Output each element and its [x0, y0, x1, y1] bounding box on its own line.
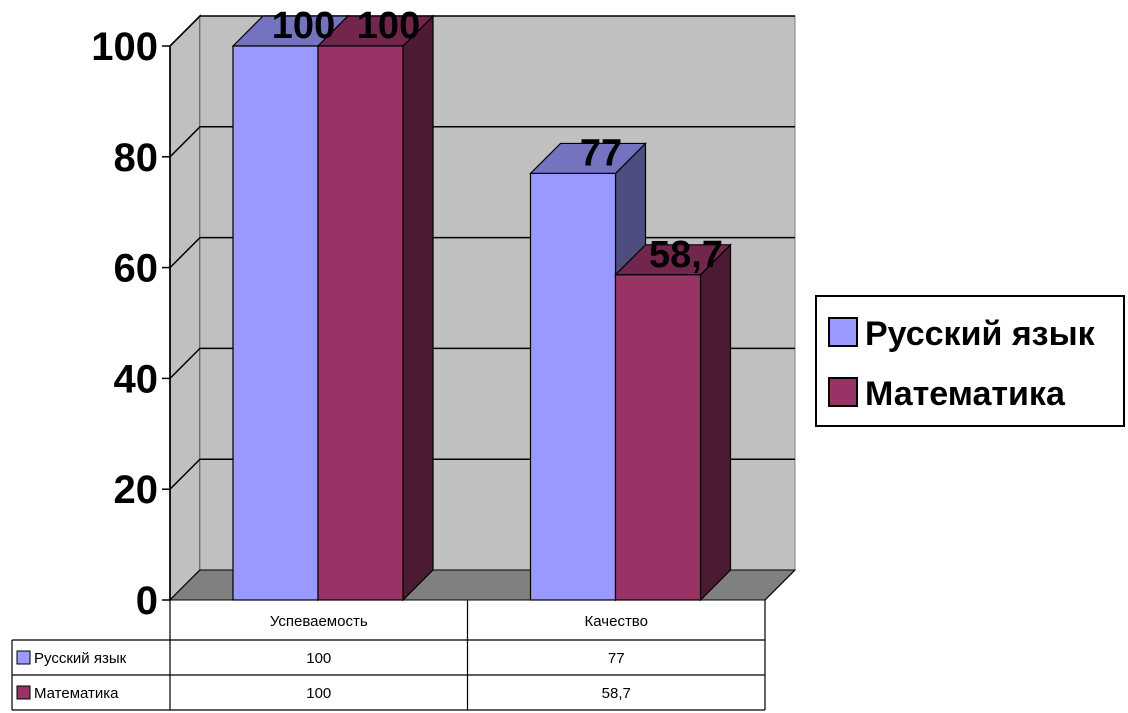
table-cell: 58,7 — [602, 685, 631, 702]
data-labels: 100 100 77 58,7 — [272, 5, 723, 276]
data-label: 77 — [580, 132, 622, 174]
bars — [231, 14, 732, 602]
table-column-header: Качество — [585, 613, 648, 630]
data-label: 100 — [272, 5, 335, 47]
bar-side — [699, 243, 732, 602]
data-label: 100 — [357, 5, 420, 47]
table-cell: 77 — [608, 650, 625, 667]
table-cell: 100 — [306, 650, 331, 667]
bar-front — [529, 172, 617, 601]
bar-front — [614, 274, 702, 601]
table-row-label: Математика — [34, 685, 119, 702]
bar — [614, 243, 732, 602]
y-tick-label: 20 — [114, 468, 159, 512]
legend-box — [815, 295, 1125, 427]
table-legend-key — [16, 650, 31, 665]
table-legend-key — [16, 685, 31, 700]
y-tick-label: 100 — [91, 25, 158, 69]
bar — [316, 14, 435, 602]
legend-swatch — [828, 377, 858, 407]
y-tick-label: 40 — [114, 357, 159, 401]
table-column-header: Успеваемость — [270, 613, 368, 630]
side-wall — [169, 14, 201, 602]
bar-side — [402, 14, 434, 602]
data-table: Успеваемость Качество Русский язык 100 77 Мат… — [11, 569, 796, 711]
legend: Русский язык Математика — [815, 295, 1125, 427]
data-label: 58,7 — [649, 234, 723, 276]
y-tick-label: 60 — [114, 247, 159, 291]
table-row-label: Русский язык — [34, 650, 127, 667]
bar-front — [232, 45, 319, 601]
table-line — [764, 569, 796, 601]
legend-label: Русский язык — [865, 315, 1096, 353]
bar-front — [317, 45, 404, 601]
y-tick-label: 80 — [114, 136, 159, 180]
y-axis: 0 20 40 60 80 100 — [91, 25, 171, 623]
gridline — [169, 126, 795, 158]
y-tick-label: 0 — [136, 579, 158, 623]
legend-label: Математика — [865, 375, 1066, 413]
gridline — [169, 15, 795, 47]
legend-swatch — [828, 317, 858, 347]
table-cell: 100 — [306, 685, 331, 702]
